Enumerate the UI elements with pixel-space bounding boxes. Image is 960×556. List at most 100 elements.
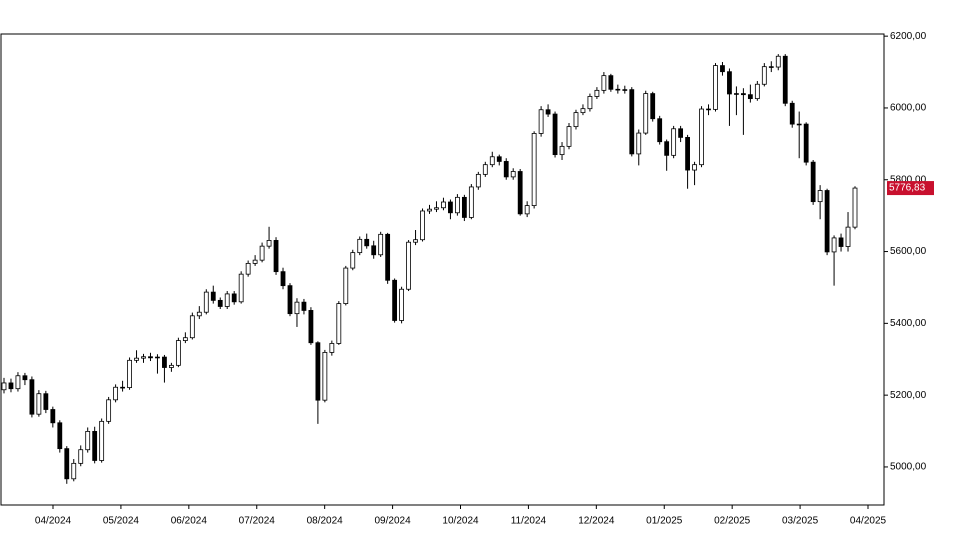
- candle-body: [713, 65, 718, 110]
- candle-body: [789, 102, 795, 125]
- candle-body: [747, 94, 753, 100]
- candle-body: [245, 262, 251, 275]
- x-tick-label: 06/2024: [171, 516, 208, 527]
- candle-body: [315, 342, 321, 401]
- candle-body: [217, 299, 223, 307]
- candle-body: [657, 118, 663, 143]
- candle-body: [162, 356, 167, 368]
- candle-body: [175, 340, 181, 366]
- x-tick-label: 11/2024: [511, 516, 547, 527]
- candle-body: [364, 238, 370, 247]
- candle-body: [155, 356, 160, 359]
- candle-body: [196, 311, 202, 317]
- x-tick-label: 08/2024: [307, 516, 344, 527]
- candle-body: [322, 352, 328, 401]
- candle-body: [308, 310, 314, 344]
- candle-body: [552, 113, 558, 156]
- candle-body: [203, 291, 209, 313]
- candle-body: [573, 112, 579, 128]
- candle-body: [287, 285, 293, 315]
- candle-body: [210, 291, 216, 301]
- candle-body: [664, 141, 670, 156]
- candle-body: [622, 89, 628, 91]
- candle-body: [336, 303, 342, 344]
- candle-body: [22, 375, 28, 381]
- candle-body: [259, 245, 265, 261]
- candle-body: [566, 126, 572, 147]
- candle-body: [8, 382, 14, 390]
- candle-body: [740, 93, 746, 96]
- candle-body: [754, 83, 760, 100]
- candle-body: [629, 89, 635, 155]
- candle-body: [475, 173, 481, 188]
- candle-body: [455, 196, 460, 214]
- candle-body: [385, 233, 391, 281]
- candle-body: [727, 71, 732, 95]
- candle-body: [671, 128, 677, 156]
- candle-body: [294, 301, 300, 315]
- candle-body: [50, 409, 56, 424]
- candle-body: [559, 145, 565, 156]
- candle-body: [643, 93, 649, 134]
- candle-body: [169, 364, 174, 368]
- candle-body: [113, 386, 119, 401]
- candle-body: [510, 171, 516, 178]
- x-tick-label: 02/2025: [714, 516, 751, 527]
- candle-body: [838, 237, 844, 247]
- candle-body: [468, 186, 474, 218]
- candle-body: [831, 237, 837, 253]
- candle-body: [692, 164, 697, 171]
- candle-body: [273, 240, 279, 273]
- candle-body: [134, 357, 139, 361]
- candle-body: [350, 252, 356, 269]
- x-tick-label: 09/2024: [375, 516, 412, 527]
- candle-body: [761, 66, 767, 85]
- candle-body: [57, 422, 63, 450]
- candle-body: [238, 273, 244, 303]
- candle-body: [231, 293, 237, 303]
- candle-body: [796, 123, 802, 126]
- candle-body: [1, 382, 7, 391]
- candle-body: [224, 293, 230, 307]
- y-tick-label: 5000,00: [890, 462, 927, 473]
- candle-body: [406, 241, 411, 290]
- candle-body: [817, 190, 823, 203]
- y-tick-label: 5200,00: [890, 390, 927, 401]
- candle-body: [580, 108, 586, 114]
- candle-body: [685, 136, 690, 171]
- candle-body: [378, 233, 384, 256]
- candle-body: [266, 240, 272, 247]
- candle-body: [15, 375, 21, 390]
- candle-body: [127, 359, 132, 389]
- candle-body: [371, 245, 377, 256]
- candle-body: [413, 239, 418, 243]
- candle-body: [189, 315, 195, 339]
- plot-frame: [0, 33, 885, 506]
- y-tick-label: 6200,00: [890, 31, 927, 42]
- candle-body: [71, 462, 77, 480]
- candle-body: [531, 133, 537, 206]
- candle-body: [538, 109, 544, 134]
- candle-body: [608, 75, 614, 90]
- candle-body: [461, 196, 467, 218]
- candle-body: [524, 205, 530, 215]
- candle-body: [615, 88, 621, 91]
- candle-body: [768, 66, 774, 68]
- candle-body: [545, 109, 551, 115]
- candle-body: [36, 393, 42, 415]
- candle-body: [720, 65, 725, 73]
- x-tick-label: 05/2024: [103, 516, 140, 527]
- y-tick-label: 6000,00: [890, 103, 927, 114]
- candle-body: [29, 379, 35, 415]
- candle-body: [64, 448, 70, 480]
- x-tick-label: 10/2024: [442, 516, 479, 527]
- candle-body: [43, 393, 49, 410]
- candle-body: [399, 288, 404, 321]
- candle-body: [182, 337, 188, 341]
- candle-body: [594, 89, 600, 97]
- y-tick-label: 5400,00: [890, 318, 927, 329]
- candle-body: [601, 75, 607, 91]
- candle-body: [252, 259, 258, 264]
